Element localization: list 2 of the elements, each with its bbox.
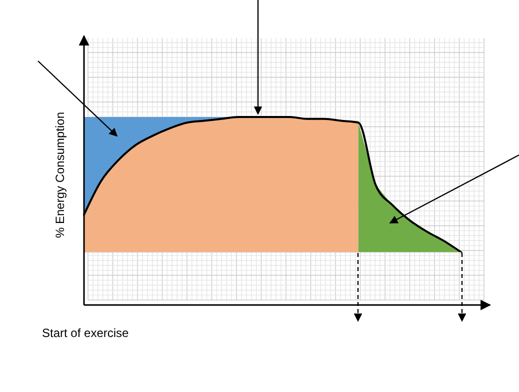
- y-axis-title: % Energy Consumption: [53, 112, 67, 238]
- x-axis-title: Start of exercise: [42, 326, 130, 340]
